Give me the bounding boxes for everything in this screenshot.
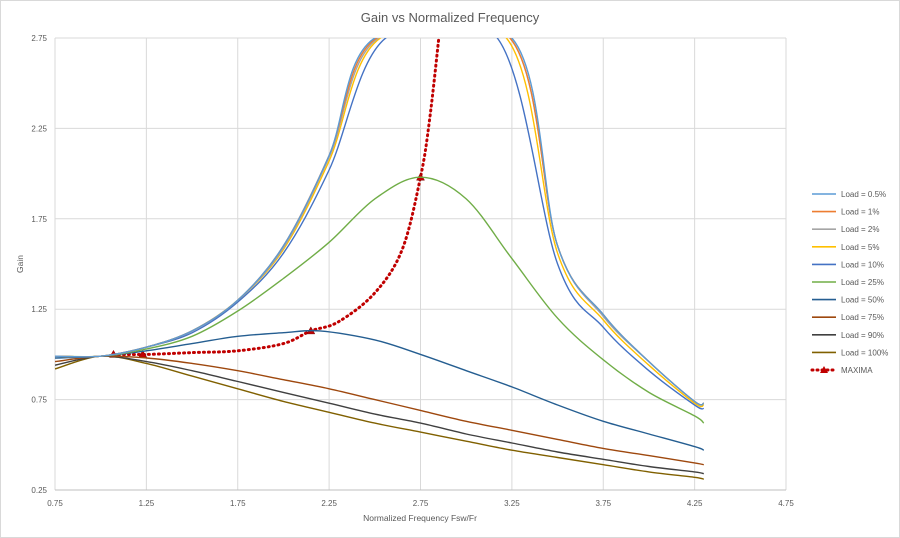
series-layer <box>55 38 705 480</box>
x-axis-title: Normalized Frequency Fsw/Fr <box>363 513 477 523</box>
series-line-load-10 <box>55 38 705 410</box>
chart-title: Gain vs Normalized Frequency <box>361 10 540 25</box>
legend-label-load-5: Load = 5% <box>841 243 879 252</box>
grid <box>54 37 787 491</box>
series-line-load-25 <box>55 176 705 424</box>
legend-marker-maxima <box>820 366 828 373</box>
series-line-load-90 <box>55 355 704 475</box>
legend-label-load-0-5: Load = 0.5% <box>841 190 886 199</box>
x-tick-label: 3.75 <box>595 499 611 508</box>
y-tick-label: 2.75 <box>31 34 47 43</box>
y-axis-title: Gain <box>15 255 25 273</box>
legend-label-load-10: Load = 10% <box>841 260 884 269</box>
legend-label-load-25: Load = 25% <box>841 278 884 287</box>
legend-label-load-1: Load = 1% <box>841 208 879 217</box>
x-tick-label: 0.75 <box>47 499 63 508</box>
y-tick-label: 1.25 <box>31 305 47 314</box>
x-tick-label: 4.25 <box>687 499 703 508</box>
legend-label-load-90: Load = 90% <box>841 331 884 340</box>
legend-label-load-100: Load = 100% <box>841 348 888 357</box>
series-line-maxima <box>112 38 441 357</box>
legend-label-load-75: Load = 75% <box>841 313 884 322</box>
tick-labels: 0.75 1.25 1.75 2.25 2.75 3.25 3.75 4.25 4.75 0.25… <box>31 34 794 508</box>
series-line-load-0-5 <box>55 38 705 406</box>
series-line-load-2 <box>55 38 705 406</box>
x-tick-label: 1.25 <box>139 499 155 508</box>
y-tick-label: 0.75 <box>31 396 47 405</box>
legend-label-load-2: Load = 2% <box>841 225 879 234</box>
series-line-load-100 <box>55 355 704 480</box>
y-tick-label: 1.75 <box>31 215 47 224</box>
series-line-load-50 <box>55 329 705 451</box>
series-line-load-1 <box>55 38 705 406</box>
x-tick-label: 3.25 <box>504 499 520 508</box>
x-tick-label: 4.75 <box>778 499 794 508</box>
x-tick-label: 1.75 <box>230 499 246 508</box>
y-tick-label: 2.25 <box>31 124 47 133</box>
x-tick-label: 2.75 <box>413 499 429 508</box>
legend: Load = 0.5% Load = 1% Load = 2% Load = 5% Lo… <box>810 190 888 375</box>
x-tick-label: 2.25 <box>321 499 337 508</box>
legend-label-load-50: Load = 50% <box>841 296 884 305</box>
y-tick-label: 0.25 <box>31 486 47 495</box>
series-line-load-75 <box>55 355 704 466</box>
legend-label-maxima: MAXIMA <box>841 366 873 375</box>
